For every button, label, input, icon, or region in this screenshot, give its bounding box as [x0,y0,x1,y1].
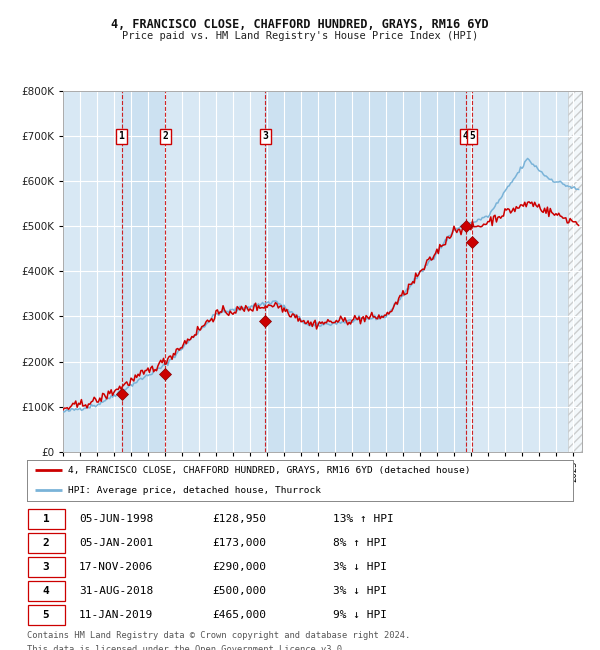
Text: 5: 5 [43,610,49,620]
Text: 9% ↓ HPI: 9% ↓ HPI [333,610,387,620]
Text: 4: 4 [463,131,469,141]
FancyBboxPatch shape [28,581,65,601]
Text: 3% ↓ HPI: 3% ↓ HPI [333,586,387,596]
FancyBboxPatch shape [28,533,65,553]
FancyBboxPatch shape [28,557,65,577]
Text: 31-AUG-2018: 31-AUG-2018 [79,586,153,596]
Text: £465,000: £465,000 [212,610,266,620]
FancyBboxPatch shape [28,605,65,625]
Text: 13% ↑ HPI: 13% ↑ HPI [333,514,394,524]
Text: 3: 3 [43,562,49,572]
Text: £290,000: £290,000 [212,562,266,572]
Text: 4, FRANCISCO CLOSE, CHAFFORD HUNDRED, GRAYS, RM16 6YD (detached house): 4, FRANCISCO CLOSE, CHAFFORD HUNDRED, GR… [68,466,470,474]
Text: Contains HM Land Registry data © Crown copyright and database right 2024.: Contains HM Land Registry data © Crown c… [27,630,410,640]
Text: 2: 2 [43,538,49,548]
Text: £500,000: £500,000 [212,586,266,596]
FancyBboxPatch shape [28,509,65,529]
Text: £128,950: £128,950 [212,514,266,524]
Text: 3: 3 [262,131,268,141]
Text: 1: 1 [119,131,124,141]
Text: £173,000: £173,000 [212,538,266,548]
Text: 05-JUN-1998: 05-JUN-1998 [79,514,153,524]
Text: 1: 1 [43,514,49,524]
Text: 17-NOV-2006: 17-NOV-2006 [79,562,153,572]
Text: 4: 4 [43,586,49,596]
Text: 11-JAN-2019: 11-JAN-2019 [79,610,153,620]
Text: 2: 2 [163,131,168,141]
Text: 3% ↓ HPI: 3% ↓ HPI [333,562,387,572]
Text: 5: 5 [469,131,475,141]
Text: HPI: Average price, detached house, Thurrock: HPI: Average price, detached house, Thur… [68,486,321,495]
Bar [265,91,466,452]
Text: 8% ↑ HPI: 8% ↑ HPI [333,538,387,548]
Text: 4, FRANCISCO CLOSE, CHAFFORD HUNDRED, GRAYS, RM16 6YD: 4, FRANCISCO CLOSE, CHAFFORD HUNDRED, GR… [111,18,489,31]
Text: This data is licensed under the Open Government Licence v3.0.: This data is licensed under the Open Gov… [27,645,347,650]
Text: 05-JAN-2001: 05-JAN-2001 [79,538,153,548]
Bar [122,91,165,452]
Text: Price paid vs. HM Land Registry's House Price Index (HPI): Price paid vs. HM Land Registry's House … [122,31,478,41]
